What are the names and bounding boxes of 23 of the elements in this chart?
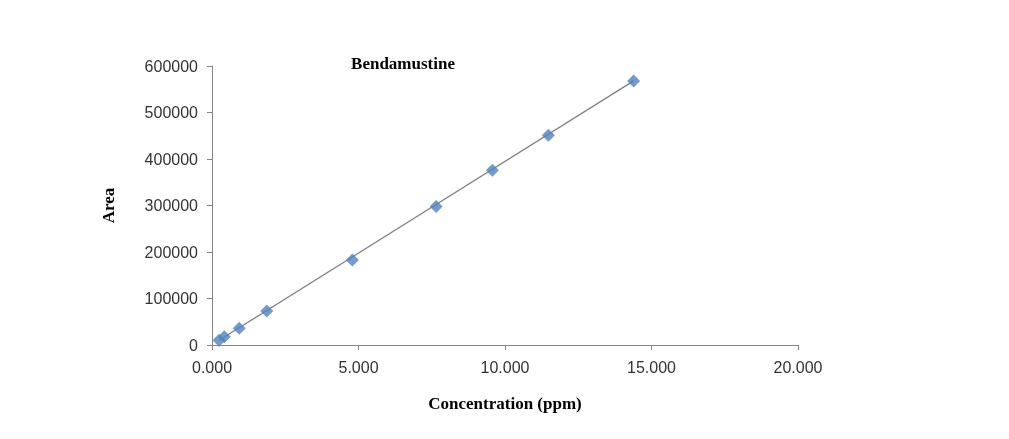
x-tick-label: 20.000 (773, 358, 823, 376)
point (232, 321, 246, 335)
x-tick-label: 15.000 (627, 358, 677, 376)
point (217, 330, 231, 344)
x-tick-label: 5.000 (338, 358, 379, 376)
y-tick-label: 600000 (144, 57, 199, 75)
y-tick-label: 0 (189, 336, 199, 354)
y-tick-label: 500000 (144, 104, 199, 121)
point (429, 199, 443, 213)
y-tick-label: 100000 (144, 290, 199, 307)
x-tick-label: 10.000 (480, 358, 530, 376)
point (485, 163, 499, 177)
x-tick-label: 0.000 (191, 358, 233, 376)
y-tick-label: 200000 (144, 243, 199, 261)
y-tick-label: 400000 (144, 150, 199, 168)
x-axis-title: Concentration (ppm) (428, 394, 582, 413)
point (627, 74, 641, 88)
y-axis-title: Area (99, 187, 118, 224)
point (541, 128, 555, 142)
point (260, 304, 274, 318)
chart-title: Bendamustine (351, 54, 456, 73)
point (345, 253, 359, 267)
y-tick-label: 300000 (144, 197, 199, 214)
